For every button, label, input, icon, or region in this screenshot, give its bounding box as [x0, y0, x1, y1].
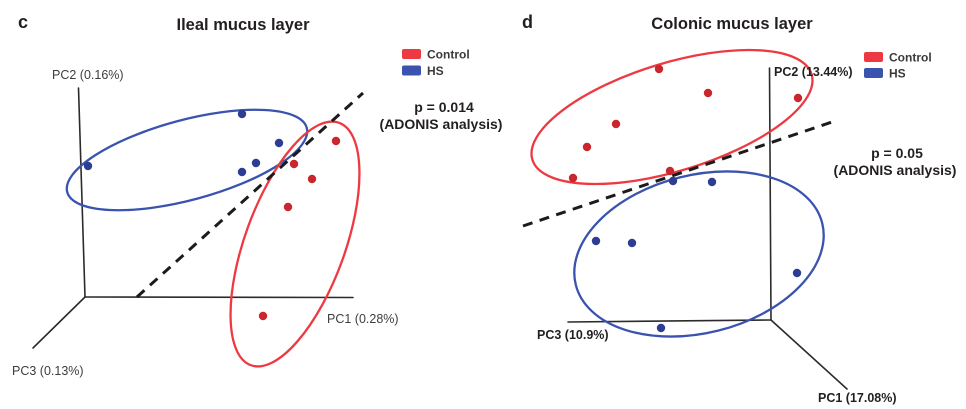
hs-legend-label-c: HS — [427, 64, 444, 78]
hs-cluster-ellipse-c — [65, 108, 309, 212]
p-method-c: (ADONIS analysis) — [380, 116, 503, 132]
pc1-axis-line-c — [84, 296, 354, 299]
control-data-point — [568, 173, 578, 183]
control-cluster-ellipse-d — [530, 48, 814, 186]
pc1-axis-line-d — [770, 319, 848, 390]
control-legend-swatch-c — [402, 49, 421, 59]
legend-d: Control HS — [864, 51, 932, 81]
separator-dashed-line-d — [522, 118, 839, 228]
panel-letter-c: c — [18, 12, 28, 32]
pc2-axis-line-c — [77, 87, 86, 298]
hs-data-point — [668, 176, 678, 186]
pc3-axis-label-c: PC3 (0.13%) — [12, 364, 84, 378]
pc3-axis-label-d: PC3 (10.9%) — [537, 328, 609, 342]
control-data-point — [665, 166, 675, 176]
hs-data-point — [792, 268, 802, 278]
hs-data-point — [274, 138, 284, 148]
control-points-c — [258, 136, 341, 321]
hs-legend-label-d: HS — [889, 67, 906, 81]
separator-dashed-line-c — [135, 91, 365, 299]
panel-c: c Ileal mucus layer PC2 (0.16%) PC1 (0.2… — [12, 12, 503, 378]
panel-title-d: Colonic mucus layer — [651, 15, 813, 33]
control-legend-label-c: Control — [427, 48, 470, 62]
panel-title-c: Ileal mucus layer — [177, 16, 311, 34]
panel-letter-d: d — [522, 12, 533, 32]
pc1-axis-label-d: PC1 (17.08%) — [818, 391, 897, 405]
control-legend-swatch-d — [864, 52, 883, 62]
p-value-d: p = 0.05 — [871, 145, 923, 161]
control-data-point — [307, 174, 317, 184]
control-points-d — [568, 64, 803, 183]
pc3-axis-line-c — [32, 296, 86, 349]
pc2-axis-label-c: PC2 (0.16%) — [52, 68, 124, 82]
p-method-d: (ADONIS analysis) — [834, 162, 957, 178]
hs-legend-swatch-c — [402, 65, 421, 76]
pc3-axis-line-d — [567, 319, 772, 323]
control-data-point — [289, 159, 299, 169]
pc2-axis-label-d: PC2 (13.44%) — [774, 65, 853, 79]
control-data-point — [793, 93, 803, 103]
control-data-point — [331, 136, 341, 146]
hs-data-point — [707, 177, 717, 187]
hs-data-point — [627, 238, 637, 248]
legend-c: Control HS — [402, 48, 470, 78]
hs-points-d — [591, 176, 802, 333]
p-value-c: p = 0.014 — [414, 99, 474, 115]
panel-d: d Colonic mucus layer PC2 (13.44%) PC3 (… — [522, 12, 957, 405]
hs-data-point — [237, 167, 247, 177]
hs-cluster-ellipse-d — [573, 170, 825, 338]
control-data-point — [283, 202, 293, 212]
control-cluster-ellipse-c — [229, 120, 361, 368]
pc2-axis-line-d — [768, 67, 772, 321]
control-data-point — [703, 88, 713, 98]
hs-data-point — [251, 158, 261, 168]
hs-points-c — [83, 109, 284, 177]
hs-data-point — [656, 323, 666, 333]
hs-data-point — [237, 109, 247, 119]
control-data-point — [611, 119, 621, 129]
control-data-point — [654, 64, 664, 74]
control-data-point — [258, 311, 268, 321]
hs-legend-swatch-d — [864, 68, 883, 78]
pc1-axis-label-c: PC1 (0.28%) — [327, 312, 399, 326]
control-legend-label-d: Control — [889, 51, 932, 65]
hs-data-point — [591, 236, 601, 246]
hs-data-point — [83, 161, 93, 171]
control-data-point — [582, 142, 592, 152]
